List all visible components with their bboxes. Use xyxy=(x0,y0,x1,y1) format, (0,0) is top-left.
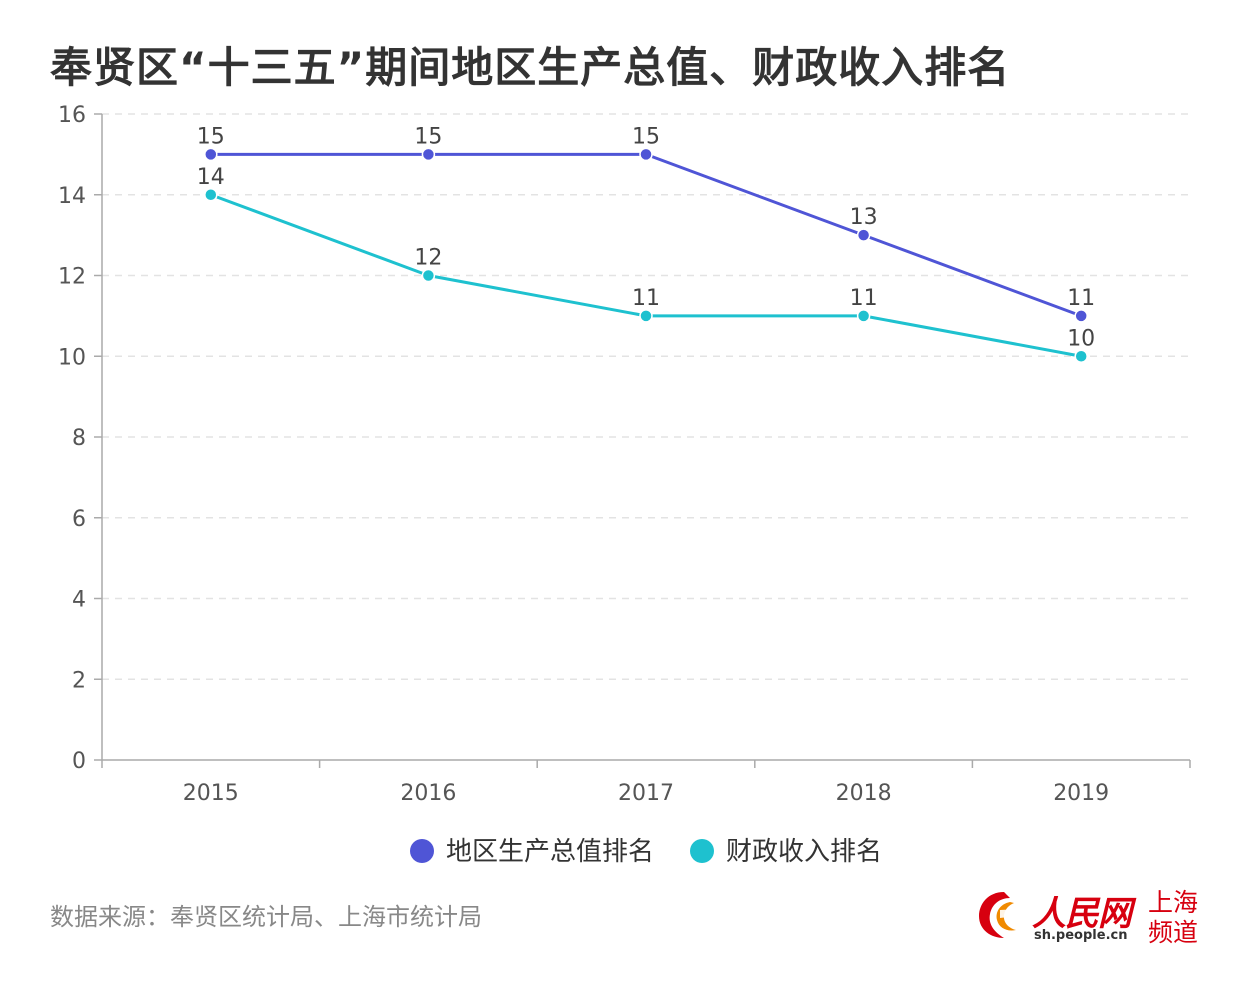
data-point-1-2017 xyxy=(639,309,653,323)
x-tick-label-2015: 2015 xyxy=(183,781,239,806)
data-point-0-2016 xyxy=(421,147,436,162)
data-label-0-2019: 11 xyxy=(1067,286,1095,311)
data-label-0-2016: 15 xyxy=(414,124,442,149)
legend-marker-0 xyxy=(410,839,434,863)
data-label-1-2019: 10 xyxy=(1067,326,1095,351)
y-tick-label-8: 8 xyxy=(72,426,86,451)
y-tick-label-12: 12 xyxy=(58,265,86,290)
series-lines xyxy=(204,147,1088,363)
y-tick-label-14: 14 xyxy=(58,184,86,209)
data-point-0-2015 xyxy=(204,147,218,162)
data-label-1-2016: 12 xyxy=(414,246,442,271)
data-labels: 15 15 15 13 11 14 12 11 11 10 xyxy=(197,124,1095,351)
data-point-1-2016 xyxy=(421,268,436,283)
data-label-1-2015: 14 xyxy=(197,165,225,190)
people-cn-logo: 人民网 sh.people.cn 上海频道 xyxy=(976,884,1216,954)
data-label-0-2015: 15 xyxy=(197,124,225,149)
axes: 0 2 4 6 8 10 12 14 16 2015 2016 2017 2018 2019 xyxy=(58,103,1191,806)
chart-title: 奉贤区“十三五”期间地区生产总值、财政收入排名 xyxy=(50,43,1011,92)
data-point-0-2018 xyxy=(856,228,871,242)
x-tick-label-2019: 2019 xyxy=(1053,781,1109,806)
y-tick-label-0: 0 xyxy=(72,749,86,774)
x-tick-label-2017: 2017 xyxy=(618,781,674,806)
logo-url-text: sh.people.cn xyxy=(1034,928,1128,943)
legend-label-0: 地区生产总值排名 xyxy=(446,837,654,867)
data-point-1-2015 xyxy=(204,188,218,202)
data-label-1-2017: 11 xyxy=(632,286,660,311)
legend-label-1: 财政收入排名 xyxy=(726,837,882,867)
legend: 地区生产总值排名 财政收入排名 xyxy=(410,837,882,867)
x-tick-label-2016: 2016 xyxy=(400,781,456,806)
grid-lines xyxy=(102,113,1190,680)
y-tick-label-16: 16 xyxy=(58,103,86,128)
data-point-0-2017 xyxy=(639,147,653,162)
logo-channel-text: 上海频道 xyxy=(1148,888,1199,947)
y-tick-label-6: 6 xyxy=(72,507,86,532)
logo-swirl-icon xyxy=(979,892,1030,938)
legend-marker-1 xyxy=(690,839,714,863)
logo-name-text: 人民网 xyxy=(1032,894,1132,934)
data-label-0-2018: 13 xyxy=(850,205,878,230)
data-label-1-2018: 11 xyxy=(850,286,878,311)
x-tick-label-2018: 2018 xyxy=(836,781,892,806)
data-point-1-2019 xyxy=(1074,349,1088,363)
y-tick-label-10: 10 xyxy=(58,345,86,370)
data-label-0-2017: 15 xyxy=(632,124,660,149)
y-tick-label-2: 2 xyxy=(72,668,86,693)
data-source-note: 数据来源：奉贤区统计局、上海市统计局 xyxy=(50,903,482,931)
y-tick-label-4: 4 xyxy=(72,588,86,613)
data-point-1-2018 xyxy=(856,309,871,323)
data-point-0-2019 xyxy=(1074,309,1088,323)
